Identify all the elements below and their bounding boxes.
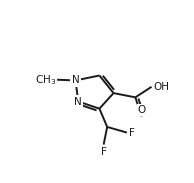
- Text: CH$_3$: CH$_3$: [35, 73, 56, 87]
- Text: OH: OH: [153, 82, 169, 92]
- Text: O: O: [138, 105, 146, 115]
- Text: N: N: [74, 97, 82, 107]
- Text: N: N: [72, 75, 79, 85]
- Text: F: F: [101, 147, 107, 157]
- Text: F: F: [129, 128, 135, 138]
